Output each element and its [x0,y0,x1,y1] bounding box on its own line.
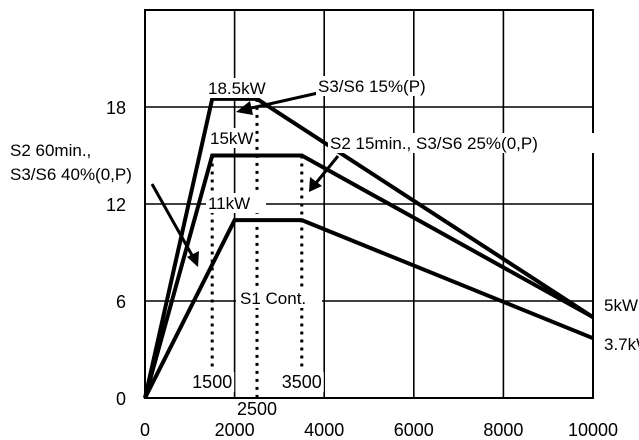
series-line-3 [143,218,594,399]
annotation-s3-s6-15: S3/S6 15%(P) [318,77,426,96]
arrow-s2-15min [314,155,340,184]
series-line-1 [143,96,595,399]
x-tick-label: 0 [140,420,150,440]
annotation-15kw: 15kW [210,129,253,148]
annotation-s2-60min-line1: S2 60min., [10,141,91,160]
annotation-18-5kw: 18.5kW [208,79,266,98]
annotations: 18.5kW 15kW 11kW S3/S6 15%(P) S2 15min.,… [10,76,604,308]
annotation-s1-cont: S1 Cont. [240,289,306,308]
reference-label-bg [235,399,279,419]
grid [144,9,594,399]
x-tick-label: 2000 [215,420,255,440]
annotation-11kw: 11kW [208,194,250,213]
arrowhead-s2-60min [187,251,199,267]
reference-label-3500: 3500 [282,372,322,392]
y-tick-label: 12 [106,195,126,215]
end-labels: 5kW 3.7kW [604,296,639,354]
series-end-label: 5kW [604,296,638,315]
plot-frame [144,9,594,399]
arrow-s3-s6-15 [246,91,319,111]
y-tick-label: 18 [106,98,126,118]
x-tick-label: 8000 [483,420,523,440]
annotation-s2-60min-line2: S3/S6 40%(0,P) [10,165,132,184]
arrowhead-s2-15min [309,177,322,192]
y-tick-label: 0 [116,389,126,409]
series-end-label: 3.7kW [604,335,639,354]
arrowhead-s3-s6-15 [236,101,253,115]
reference-label-2500: 2500 [237,399,277,419]
x-tick-label: 10000 [568,420,618,440]
x-tick-label: 4000 [304,420,344,440]
reference-label-bg [279,372,324,392]
reference-label-bg [190,372,235,392]
y-tick-label: 6 [116,292,126,312]
tick-labels: 0 2000 4000 6000 8000 10000 0 6 12 18 [106,98,618,440]
arrow-s2-60min [150,183,195,258]
x-tick-label: 6000 [394,420,434,440]
annotation-s2-15min: S2 15min., S3/S6 25%(0,P) [330,134,538,153]
reference-label-1500: 1500 [192,372,232,392]
